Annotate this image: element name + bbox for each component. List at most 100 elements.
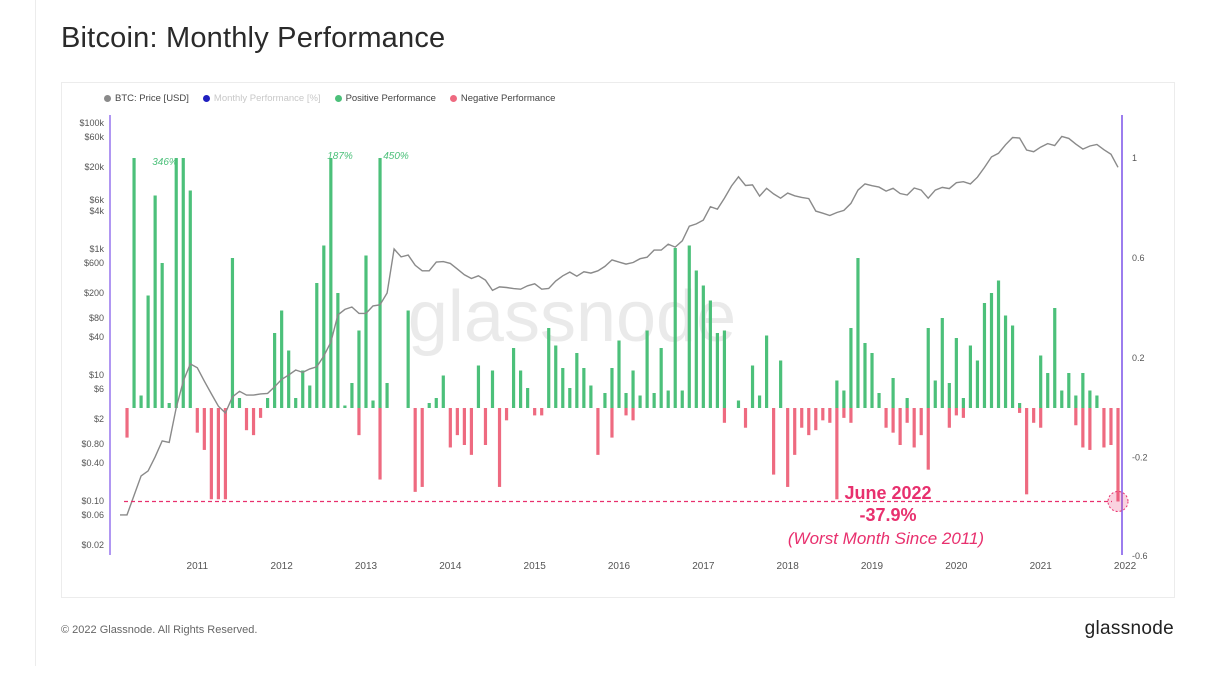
footer-logo: glassnode — [1084, 618, 1174, 639]
negative-bar — [483, 408, 488, 445]
positive-bar — [764, 335, 769, 408]
negative-bar — [540, 408, 544, 416]
positive-bar — [364, 255, 368, 408]
negative-bar — [1102, 408, 1106, 448]
y-left-tick-label: $0.80 — [81, 439, 104, 449]
positive-bar — [1081, 373, 1085, 408]
y-left-tick-label: $20k — [84, 162, 104, 172]
x-tick-label: 2020 — [945, 561, 968, 572]
x-tick-label: 2017 — [692, 561, 715, 572]
negative-bar — [842, 408, 846, 418]
y-left-tick-label: $1k — [89, 244, 104, 254]
negative-bar — [596, 408, 600, 455]
positive-bar — [842, 390, 846, 408]
positive-bar — [933, 380, 937, 408]
positive-bar — [378, 158, 382, 408]
positive-bar — [715, 333, 719, 408]
negative-bar — [926, 408, 930, 470]
positive-bar — [273, 333, 277, 408]
chart-svg: glassnode $100k $60k $20k $6k$4k $1k $600 $200… — [79, 115, 1148, 572]
positive-bar — [1010, 325, 1015, 408]
negative-bar — [1025, 408, 1029, 495]
positive-bar — [722, 330, 727, 408]
annotation-percent: -37.9% — [859, 505, 916, 525]
negative-bar — [624, 408, 628, 416]
negative-bar — [947, 408, 951, 428]
negative-bar — [905, 408, 909, 423]
positive-bar — [1018, 403, 1022, 408]
positive-bar — [954, 338, 958, 408]
negative-bar — [786, 408, 790, 487]
negative-bar — [125, 408, 129, 438]
positive-bar — [652, 393, 656, 408]
positive-bar — [441, 375, 445, 408]
positive-bar — [624, 393, 628, 408]
negative-bar — [195, 408, 199, 433]
legend-item-positive[interactable]: Positive Performance — [334, 93, 436, 104]
positive-bar — [701, 285, 705, 408]
positive-bar — [694, 270, 698, 408]
chart-card: BTC: Price [USD] Monthly Performance [%]… — [61, 82, 1175, 598]
legend-item-monthly[interactable]: Monthly Performance [%] — [202, 93, 321, 104]
y-left-tick-label: $10 — [89, 370, 104, 380]
legend-label-negative: Negative Performance — [460, 93, 556, 104]
positive-bar — [188, 190, 192, 408]
positive-bar — [645, 330, 649, 408]
price-line-group — [120, 135, 1119, 516]
positive-bar — [870, 353, 874, 408]
positive-bar — [940, 318, 944, 408]
positive-bar — [779, 360, 783, 408]
positive-bar — [371, 400, 375, 408]
y-left-tick-label: $6 — [94, 384, 104, 394]
negative-bar — [828, 408, 832, 423]
positive-bar — [526, 388, 530, 408]
x-tick-label: 2018 — [777, 561, 800, 572]
x-tick-label: 2014 — [439, 561, 462, 572]
positive-bar — [856, 258, 860, 408]
positive-bar — [1095, 395, 1099, 408]
positive-bar — [357, 330, 361, 408]
positive-bar — [582, 368, 586, 408]
positive-bar — [294, 398, 298, 408]
positive-bar — [336, 293, 340, 408]
positive-bar — [132, 158, 136, 408]
positive-bar — [989, 293, 994, 408]
negative-bar — [891, 408, 895, 433]
positive-bar — [547, 328, 551, 408]
worst-month-marker — [1107, 490, 1129, 512]
legend-dot-monthly — [202, 95, 210, 102]
positive-bar — [835, 380, 839, 408]
negative-bar — [209, 408, 213, 500]
positive-bar — [863, 343, 867, 408]
legend-item-price[interactable]: BTC: Price [USD] — [104, 93, 189, 104]
negative-bar — [1081, 408, 1085, 448]
positive-bar — [301, 370, 305, 408]
positive-bar — [561, 368, 565, 408]
negative-bar — [378, 408, 382, 480]
legend-label-positive: Positive Performance — [345, 93, 436, 104]
legend-label-monthly: Monthly Performance [%] — [213, 93, 321, 104]
positive-bar — [687, 245, 691, 408]
peak-label-187: 187% — [327, 151, 353, 162]
negative-bar — [420, 408, 424, 487]
negative-bar — [919, 408, 923, 436]
y-left-tick-label: $0.40 — [81, 458, 104, 468]
negative-bar — [1039, 408, 1043, 428]
positive-bar — [434, 398, 438, 408]
positive-bar — [603, 393, 607, 408]
negative-bar — [244, 408, 249, 431]
positive-bar — [1046, 373, 1050, 408]
peak-label-346: 346% — [152, 157, 178, 168]
y-right-tick-label: -0.2 — [1132, 452, 1148, 462]
positive-bar — [519, 370, 523, 408]
legend-item-negative[interactable]: Negative Performance — [449, 93, 556, 104]
y-axis-right: 1 0.6 0.2 -0.2 -0.6 — [1121, 115, 1148, 561]
y-left-tick-label: $80 — [89, 313, 104, 323]
x-axis: 2011 2012 2013 2014 2015 2016 2017 2018 2019 2020… — [187, 561, 1137, 572]
negative-bar — [772, 408, 776, 475]
negative-bar — [898, 408, 902, 445]
x-tick-label: 2013 — [355, 561, 378, 572]
negative-bar — [357, 408, 361, 436]
negative-bar — [216, 408, 220, 500]
negative-bar — [448, 408, 452, 448]
